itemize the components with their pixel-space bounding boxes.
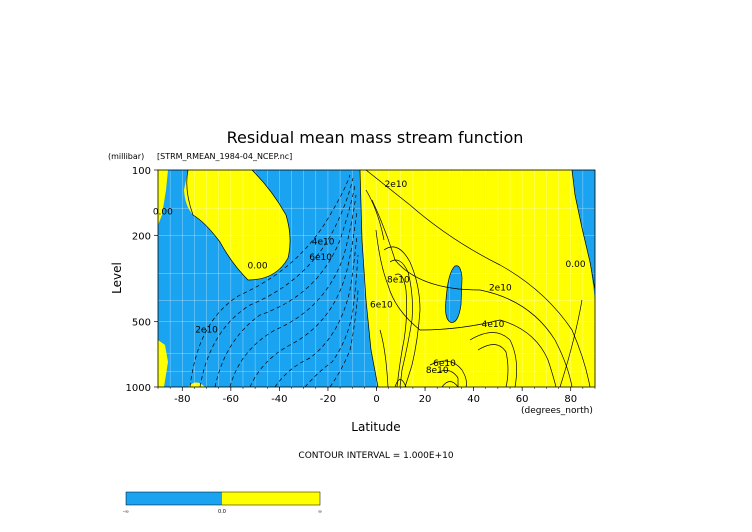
contour-zero-main: [359, 170, 379, 387]
y-tick-label: 200: [132, 231, 151, 242]
contour-label: 2e10: [195, 325, 218, 335]
chart-title: Residual mean mass stream function: [227, 128, 524, 147]
contour-label: 6e10: [433, 359, 456, 369]
x-axis: -80 -60 -40 -20 0 20 40 60 80: [157, 387, 596, 405]
contour-label: 0.00: [566, 260, 586, 270]
chart-subtitle: [STRM_RMEAN_1984-04_NCEP.nc]: [157, 152, 292, 161]
contour-neg-1: [189, 174, 351, 387]
positive-region-sh-lower: [158, 340, 168, 387]
contour-pos-5: [389, 259, 413, 387]
x-tick-label: -20: [320, 394, 336, 405]
contour-pos-13: [379, 329, 389, 387]
plot-area: 0.00 0.00 0.00 2e10 2e10 2e10 4e10 4e10 6e10 6e10…: [153, 169, 596, 388]
contour-pos-8: [477, 344, 509, 387]
y-tick-label: 1000: [126, 383, 151, 394]
contour-neg-4: [229, 194, 357, 387]
contour-label: 0.00: [248, 262, 268, 272]
contour-pos-2: [371, 199, 573, 387]
x-units-label: (degrees_north): [521, 406, 593, 416]
contour-label-layer: 0.00 0.00 0.00 2e10 2e10 2e10 4e10 4e10 6e10 6e10…: [153, 180, 586, 376]
colorbar-label-zero: 0.0: [218, 509, 226, 515]
contour-label: 8e10: [426, 366, 449, 376]
grid-lines: [158, 170, 595, 387]
contour-interval-note: CONTOUR INTERVAL = 1.000E+10: [298, 451, 453, 461]
contour-neg-8: [329, 289, 359, 387]
contour-neg-3: [214, 184, 356, 387]
y-axis-title: Level: [110, 262, 124, 294]
y-tick-label: 100: [132, 166, 151, 177]
x-tick-label: -40: [271, 394, 287, 405]
contour-label: 2e10: [385, 180, 408, 190]
colorbar-negative-swatch: [126, 492, 222, 505]
positive-region-nh: [360, 170, 595, 387]
contour-label: 6e10: [309, 253, 332, 263]
x-tick-label: 40: [467, 394, 480, 405]
x-tick-label: 80: [564, 394, 577, 405]
negative-contours: [189, 174, 359, 387]
contour-label: 0.00: [153, 207, 173, 217]
contour-neg-2: [199, 177, 354, 387]
positive-region-sh-upper: [184, 170, 291, 280]
contour-label: 8e10: [387, 276, 410, 286]
colorbar-label-max: ∞: [318, 509, 322, 515]
x-axis-title: Latitude: [351, 420, 400, 434]
x-tick-label: 60: [516, 394, 529, 405]
contour-pos-14: [365, 189, 385, 241]
filled-regions: [158, 170, 595, 387]
contour-pos-7: [469, 332, 517, 387]
contour-pos-10: [436, 370, 459, 387]
contour-pos-3: [375, 229, 557, 387]
contour-neg-5: [249, 209, 358, 387]
contour-pos-1: [365, 170, 591, 387]
x-tick-label: 20: [419, 394, 432, 405]
y-tick-label: 500: [132, 318, 151, 329]
contour-label: 4e10: [482, 320, 505, 330]
negative-pocket-nh: [445, 265, 462, 323]
colorbar-label-min: -∞: [123, 509, 129, 515]
colorbar: -∞ 0.0 ∞: [123, 491, 322, 515]
x-tick-label: -60: [223, 394, 239, 405]
positive-region-sh-corner: [158, 170, 168, 225]
contour-pos-12: [441, 381, 459, 387]
contour-zero-pocket: [445, 265, 463, 323]
colorbar-positive-swatch: [222, 492, 320, 505]
x-tick-label: 0: [373, 394, 379, 405]
contour-pos-6: [394, 273, 408, 387]
contour-label: 2e10: [489, 284, 512, 294]
y-axis: 100 200 500 1000: [126, 166, 158, 394]
contour-neg-6: [274, 234, 358, 387]
contour-zero-sh-upper: [186, 170, 291, 281]
colorbar-frame: [125, 491, 321, 506]
contours: [186, 170, 595, 387]
contour-pos-11: [394, 379, 407, 387]
x-tick-label: -80: [174, 394, 190, 405]
contour-pos-15: [559, 299, 583, 387]
contour-label: 4e10: [312, 237, 335, 247]
contour-pos-4: [383, 246, 421, 387]
y-units-label: (millibar): [108, 152, 144, 161]
contour-zero-nh-right: [571, 170, 595, 291]
positive-region-surface: [188, 382, 205, 387]
positive-contours: [365, 170, 591, 387]
contour-neg-7: [304, 254, 359, 387]
contour-pos-9: [429, 360, 467, 387]
contour-label: 6e10: [370, 300, 393, 310]
